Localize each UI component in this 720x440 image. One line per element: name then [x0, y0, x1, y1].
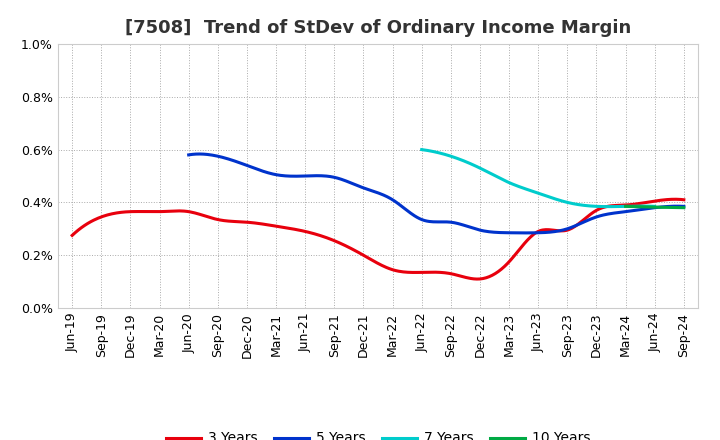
7 Years	[604, 204, 613, 209]
10 Years	[680, 205, 688, 210]
Line: 5 Years: 5 Years	[189, 154, 684, 233]
3 Years	[310, 231, 319, 236]
Title: [7508]  Trend of StDev of Ordinary Income Margin: [7508] Trend of StDev of Ordinary Income…	[125, 19, 631, 37]
10 Years	[650, 205, 659, 210]
5 Years	[196, 151, 204, 157]
7 Years	[650, 204, 659, 209]
Legend: 3 Years, 5 Years, 7 Years, 10 Years: 3 Years, 5 Years, 7 Years, 10 Years	[161, 426, 595, 440]
7 Years	[510, 182, 518, 187]
5 Years	[184, 152, 193, 158]
3 Years	[670, 197, 679, 202]
5 Years	[347, 180, 356, 186]
7 Years	[418, 147, 426, 152]
3 Years	[68, 233, 76, 238]
5 Years	[546, 229, 555, 235]
5 Years	[497, 230, 505, 235]
3 Years	[514, 248, 523, 253]
7 Years	[564, 200, 572, 205]
3 Years	[680, 197, 688, 202]
7 Years	[585, 203, 594, 209]
5 Years	[544, 230, 553, 235]
3 Years	[267, 223, 276, 228]
5 Years	[680, 204, 688, 209]
3 Years	[472, 276, 481, 282]
5 Years	[382, 194, 390, 199]
Line: 7 Years: 7 Years	[422, 150, 654, 207]
3 Years	[453, 272, 462, 278]
3 Years	[141, 209, 150, 214]
10 Years	[621, 204, 630, 209]
3 Years	[511, 252, 520, 257]
7 Years	[587, 203, 595, 209]
5 Years	[521, 230, 529, 235]
Line: 3 Years: 3 Years	[72, 199, 684, 279]
7 Years	[493, 175, 502, 180]
Line: 10 Years: 10 Years	[626, 206, 684, 208]
7 Years	[446, 153, 454, 158]
5 Years	[246, 164, 254, 169]
